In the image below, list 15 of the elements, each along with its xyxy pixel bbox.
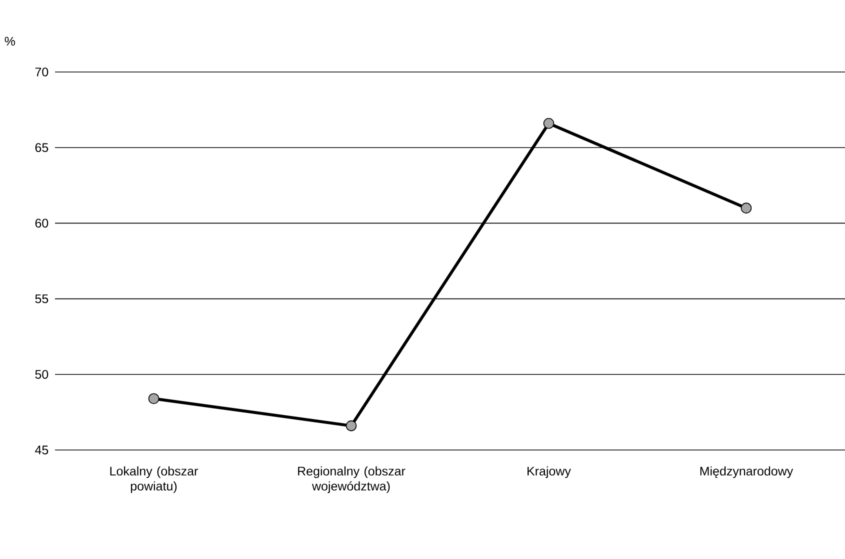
y-tick-label: 65 [35,143,48,152]
y-tick-label: 50 [35,370,48,379]
y-tick-label: 55 [35,294,48,304]
x-tick-label: Międzynarodowy [700,466,794,478]
y-axis-title: % [4,36,16,46]
point [740,202,752,214]
y-tick-label: 60 [35,218,48,228]
y-tick-label: 70 [35,68,48,76]
point [346,420,357,432]
x-tick-label: Krajowy [528,466,571,478]
x-tick-label: Regionalny (obszar województwa) [298,466,406,494]
y-tick-label: 45 [35,446,48,454]
point [148,393,160,404]
x-tick-label: Lokalny (obszar powiatu) [110,466,198,494]
point [543,118,554,129]
